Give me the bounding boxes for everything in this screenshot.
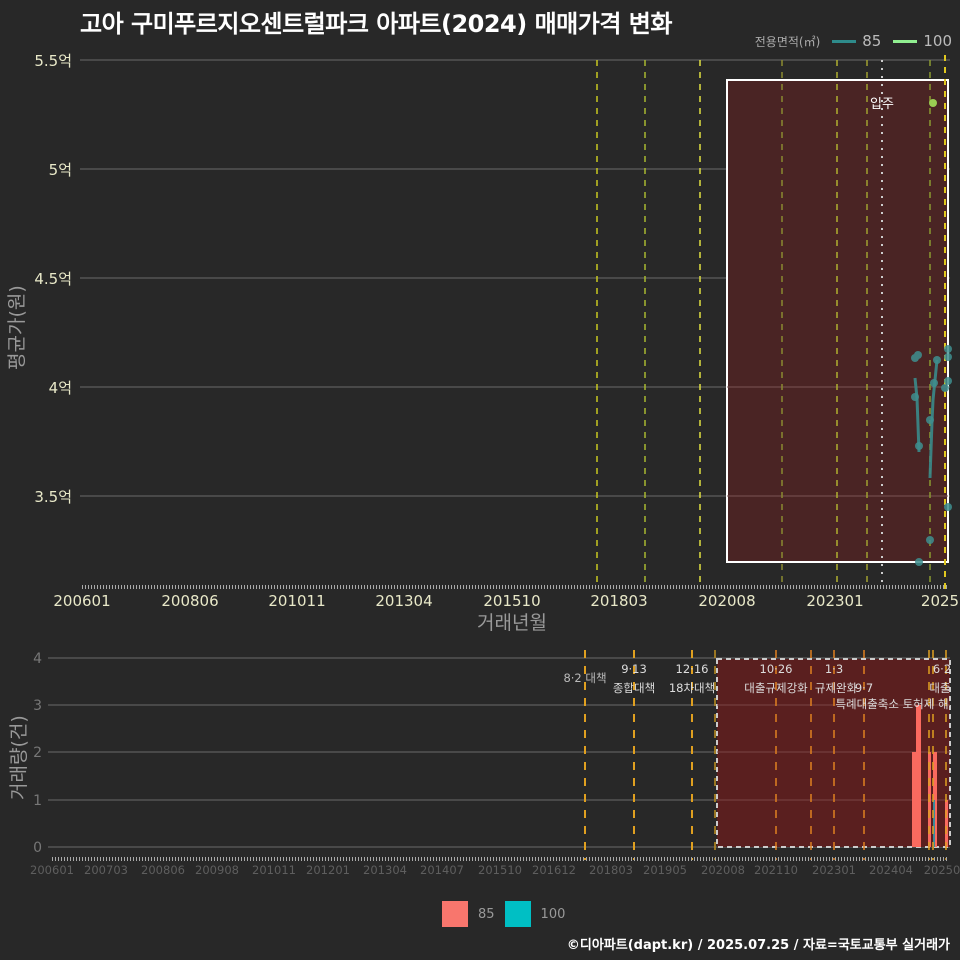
svg-text:1: 1 [33, 793, 42, 809]
svg-text:200601: 200601 [53, 592, 110, 610]
svg-text:201407: 201407 [420, 863, 464, 877]
svg-text:202008: 202008 [701, 863, 745, 877]
bottom-y-axis: 4 3 2 1 0 [33, 651, 42, 856]
svg-text:5.5억: 5.5억 [34, 52, 72, 70]
svg-text:6·2: 6·2 [933, 662, 951, 676]
svg-text:18차대책: 18차대책 [669, 681, 715, 695]
series-85-points [911, 345, 952, 566]
svg-text:3: 3 [33, 698, 42, 714]
legend-swatch-100-icon [504, 901, 531, 927]
svg-text:200806: 200806 [141, 863, 185, 877]
svg-text:201201: 201201 [306, 863, 350, 877]
svg-text:4.5억: 4.5억 [34, 270, 72, 288]
legend-label-100: 100 [923, 32, 952, 50]
svg-text:4억: 4억 [49, 379, 72, 397]
legend-line-85-icon [832, 39, 857, 43]
svg-text:대출규제강화: 대출규제강화 [744, 681, 808, 695]
svg-text:201011: 201011 [252, 863, 296, 877]
top-policy-lines [596, 55, 946, 590]
svg-text:201510: 201510 [483, 592, 540, 610]
svg-text:202404: 202404 [869, 863, 913, 877]
volume-legend: 85 100 [442, 901, 565, 927]
chart-title: 고아 구미푸르지오센트럴파크 아파트(2024) 매매가격 변화 [80, 10, 672, 38]
top-x-axis-title: 거래년월 [477, 612, 547, 634]
top-y-axis-title: 평균가(원) [6, 285, 28, 370]
svg-text:2: 2 [33, 745, 42, 761]
svg-text:202008: 202008 [698, 592, 755, 610]
legend-title: 전용면적(㎡) [754, 34, 821, 49]
bottom-y-axis-title: 거래량(건) [8, 715, 30, 800]
svg-text:대출: 대출 [929, 681, 950, 695]
top-highlight-region [726, 79, 949, 563]
svg-text:200703: 200703 [84, 863, 128, 877]
series-100-point [929, 99, 937, 107]
svg-text:12·16: 12·16 [676, 662, 709, 676]
area-legend: 전용면적(㎡) 85 100 [755, 32, 952, 50]
policy-labels: 8·2 대책 9·13 종합대책 12·16 18차대책 10·26 대출규제강… [563, 662, 951, 711]
svg-text:200806: 200806 [161, 592, 218, 610]
svg-text:201803: 201803 [589, 863, 633, 877]
svg-text:201612: 201612 [532, 863, 576, 877]
top-x-axis: 200601 200806 201011 201304 201510 20180… [53, 592, 959, 610]
legend-line-100-icon [893, 39, 918, 43]
svg-text:201510: 201510 [478, 863, 522, 877]
legend-label-85: 85 [478, 906, 495, 922]
svg-text:20250: 20250 [924, 863, 960, 877]
svg-text:특례대출축소 토허제 해: 특례대출축소 토허제 해 [835, 697, 948, 711]
svg-text:201803: 201803 [590, 592, 647, 610]
legend-swatch-85-icon [442, 901, 468, 927]
legend-label-100: 100 [540, 906, 566, 922]
svg-text:종합대책: 종합대책 [613, 681, 655, 695]
svg-text:202110: 202110 [754, 863, 798, 877]
svg-text:201304: 201304 [363, 863, 407, 877]
svg-text:2025: 2025 [921, 592, 959, 610]
svg-text:9·7: 9·7 [855, 681, 873, 695]
svg-text:201011: 201011 [268, 592, 325, 610]
svg-text:201304: 201304 [375, 592, 432, 610]
legend-label-85: 85 [862, 32, 882, 50]
svg-text:200601: 200601 [30, 863, 74, 877]
svg-text:201905: 201905 [643, 863, 687, 877]
svg-text:규제완화: 규제완화 [815, 681, 858, 695]
move-in-label: 입주 [870, 97, 894, 112]
top-y-axis: 5.5억 5억 4.5억 4억 3.5억 [34, 52, 72, 506]
svg-text:9·13: 9·13 [621, 662, 647, 676]
svg-text:202301: 202301 [806, 592, 863, 610]
svg-text:5억: 5억 [49, 161, 72, 179]
bar-100 [933, 800, 935, 847]
svg-text:8·2 대책: 8·2 대책 [563, 671, 606, 685]
svg-text:202301: 202301 [812, 863, 856, 877]
bottom-x-axis: 200601 200703 200806 200908 201011 20120… [30, 863, 960, 877]
source-credit: ©디아파트(dapt.kr) / 2025.07.25 / 자료=국토교통부 실… [566, 938, 950, 953]
svg-text:0: 0 [33, 840, 42, 856]
svg-text:3.5억: 3.5억 [34, 488, 72, 506]
svg-text:1·3: 1·3 [825, 662, 843, 676]
svg-text:200908: 200908 [195, 863, 239, 877]
bottom-policy-lines [584, 650, 947, 860]
svg-text:4: 4 [33, 651, 42, 667]
svg-text:10·26: 10·26 [760, 662, 793, 676]
